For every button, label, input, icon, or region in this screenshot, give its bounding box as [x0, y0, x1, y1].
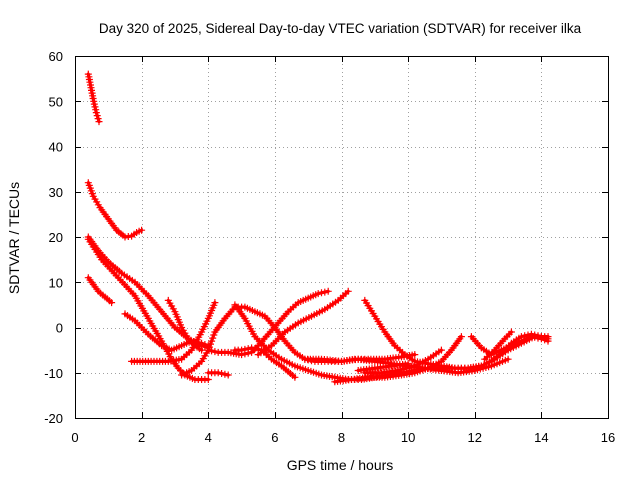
series-track-21: [487, 330, 552, 365]
series-track-16: [331, 333, 465, 386]
grid: [75, 56, 608, 418]
x-tick-label: 6: [271, 430, 278, 445]
data-series: [84, 70, 552, 386]
y-tick-label: 40: [49, 140, 63, 155]
series-markers: [164, 296, 206, 354]
series-markers: [481, 328, 515, 363]
x-tick-label: 2: [138, 430, 145, 445]
series-track-1: [84, 70, 103, 126]
x-tick-label: 10: [401, 430, 415, 445]
series-track-11: [204, 369, 232, 379]
chart-title: Day 320 of 2025, Sidereal Day-to-day VTE…: [99, 21, 582, 36]
series-track-19: [354, 360, 412, 374]
series-markers: [84, 70, 103, 126]
x-tick-label: 4: [205, 430, 212, 445]
y-axis-label: SDTVAR / TECUs: [6, 182, 22, 294]
series-track-8: [164, 296, 206, 354]
series-markers: [231, 344, 299, 381]
y-tick-labels: -20 -10 0 10 20 30 40 50 60: [44, 49, 63, 426]
y-tick-label: 0: [56, 321, 63, 336]
series-markers: [354, 360, 412, 374]
series-track-5: [84, 274, 116, 307]
y-tick-label: 60: [49, 49, 63, 64]
x-tick-label: 8: [338, 430, 345, 445]
x-tick-label: 0: [71, 430, 78, 445]
series-track-7: [128, 299, 219, 365]
y-tick-label: -20: [44, 411, 63, 426]
y-tick-label: 30: [49, 185, 63, 200]
x-tick-label: 16: [601, 430, 615, 445]
series-markers: [204, 369, 232, 379]
series-track-10: [204, 287, 332, 359]
series-markers: [331, 333, 465, 386]
series-track-14: [254, 287, 352, 359]
x-tick-labels: 0 2 4 6 8 10 12 14 16: [71, 430, 615, 445]
series-track-18: [361, 346, 445, 377]
y-tick-label: -10: [44, 366, 63, 381]
x-tick-label: 12: [468, 430, 482, 445]
series-markers: [128, 299, 219, 365]
y-tick-label: 50: [49, 94, 63, 109]
series-markers: [84, 274, 116, 307]
series-track-22: [481, 328, 515, 363]
x-axis-label: GPS time / hours: [287, 457, 394, 473]
x-tick-label: 14: [534, 430, 548, 445]
series-markers: [361, 346, 445, 377]
series-markers: [487, 330, 552, 365]
plot-frame: [75, 56, 609, 419]
series-track-2: [84, 179, 146, 241]
y-tick-label: 20: [49, 230, 63, 245]
series-markers: [254, 287, 352, 359]
series-markers: [84, 179, 146, 241]
y-tick-label: 10: [49, 275, 63, 290]
